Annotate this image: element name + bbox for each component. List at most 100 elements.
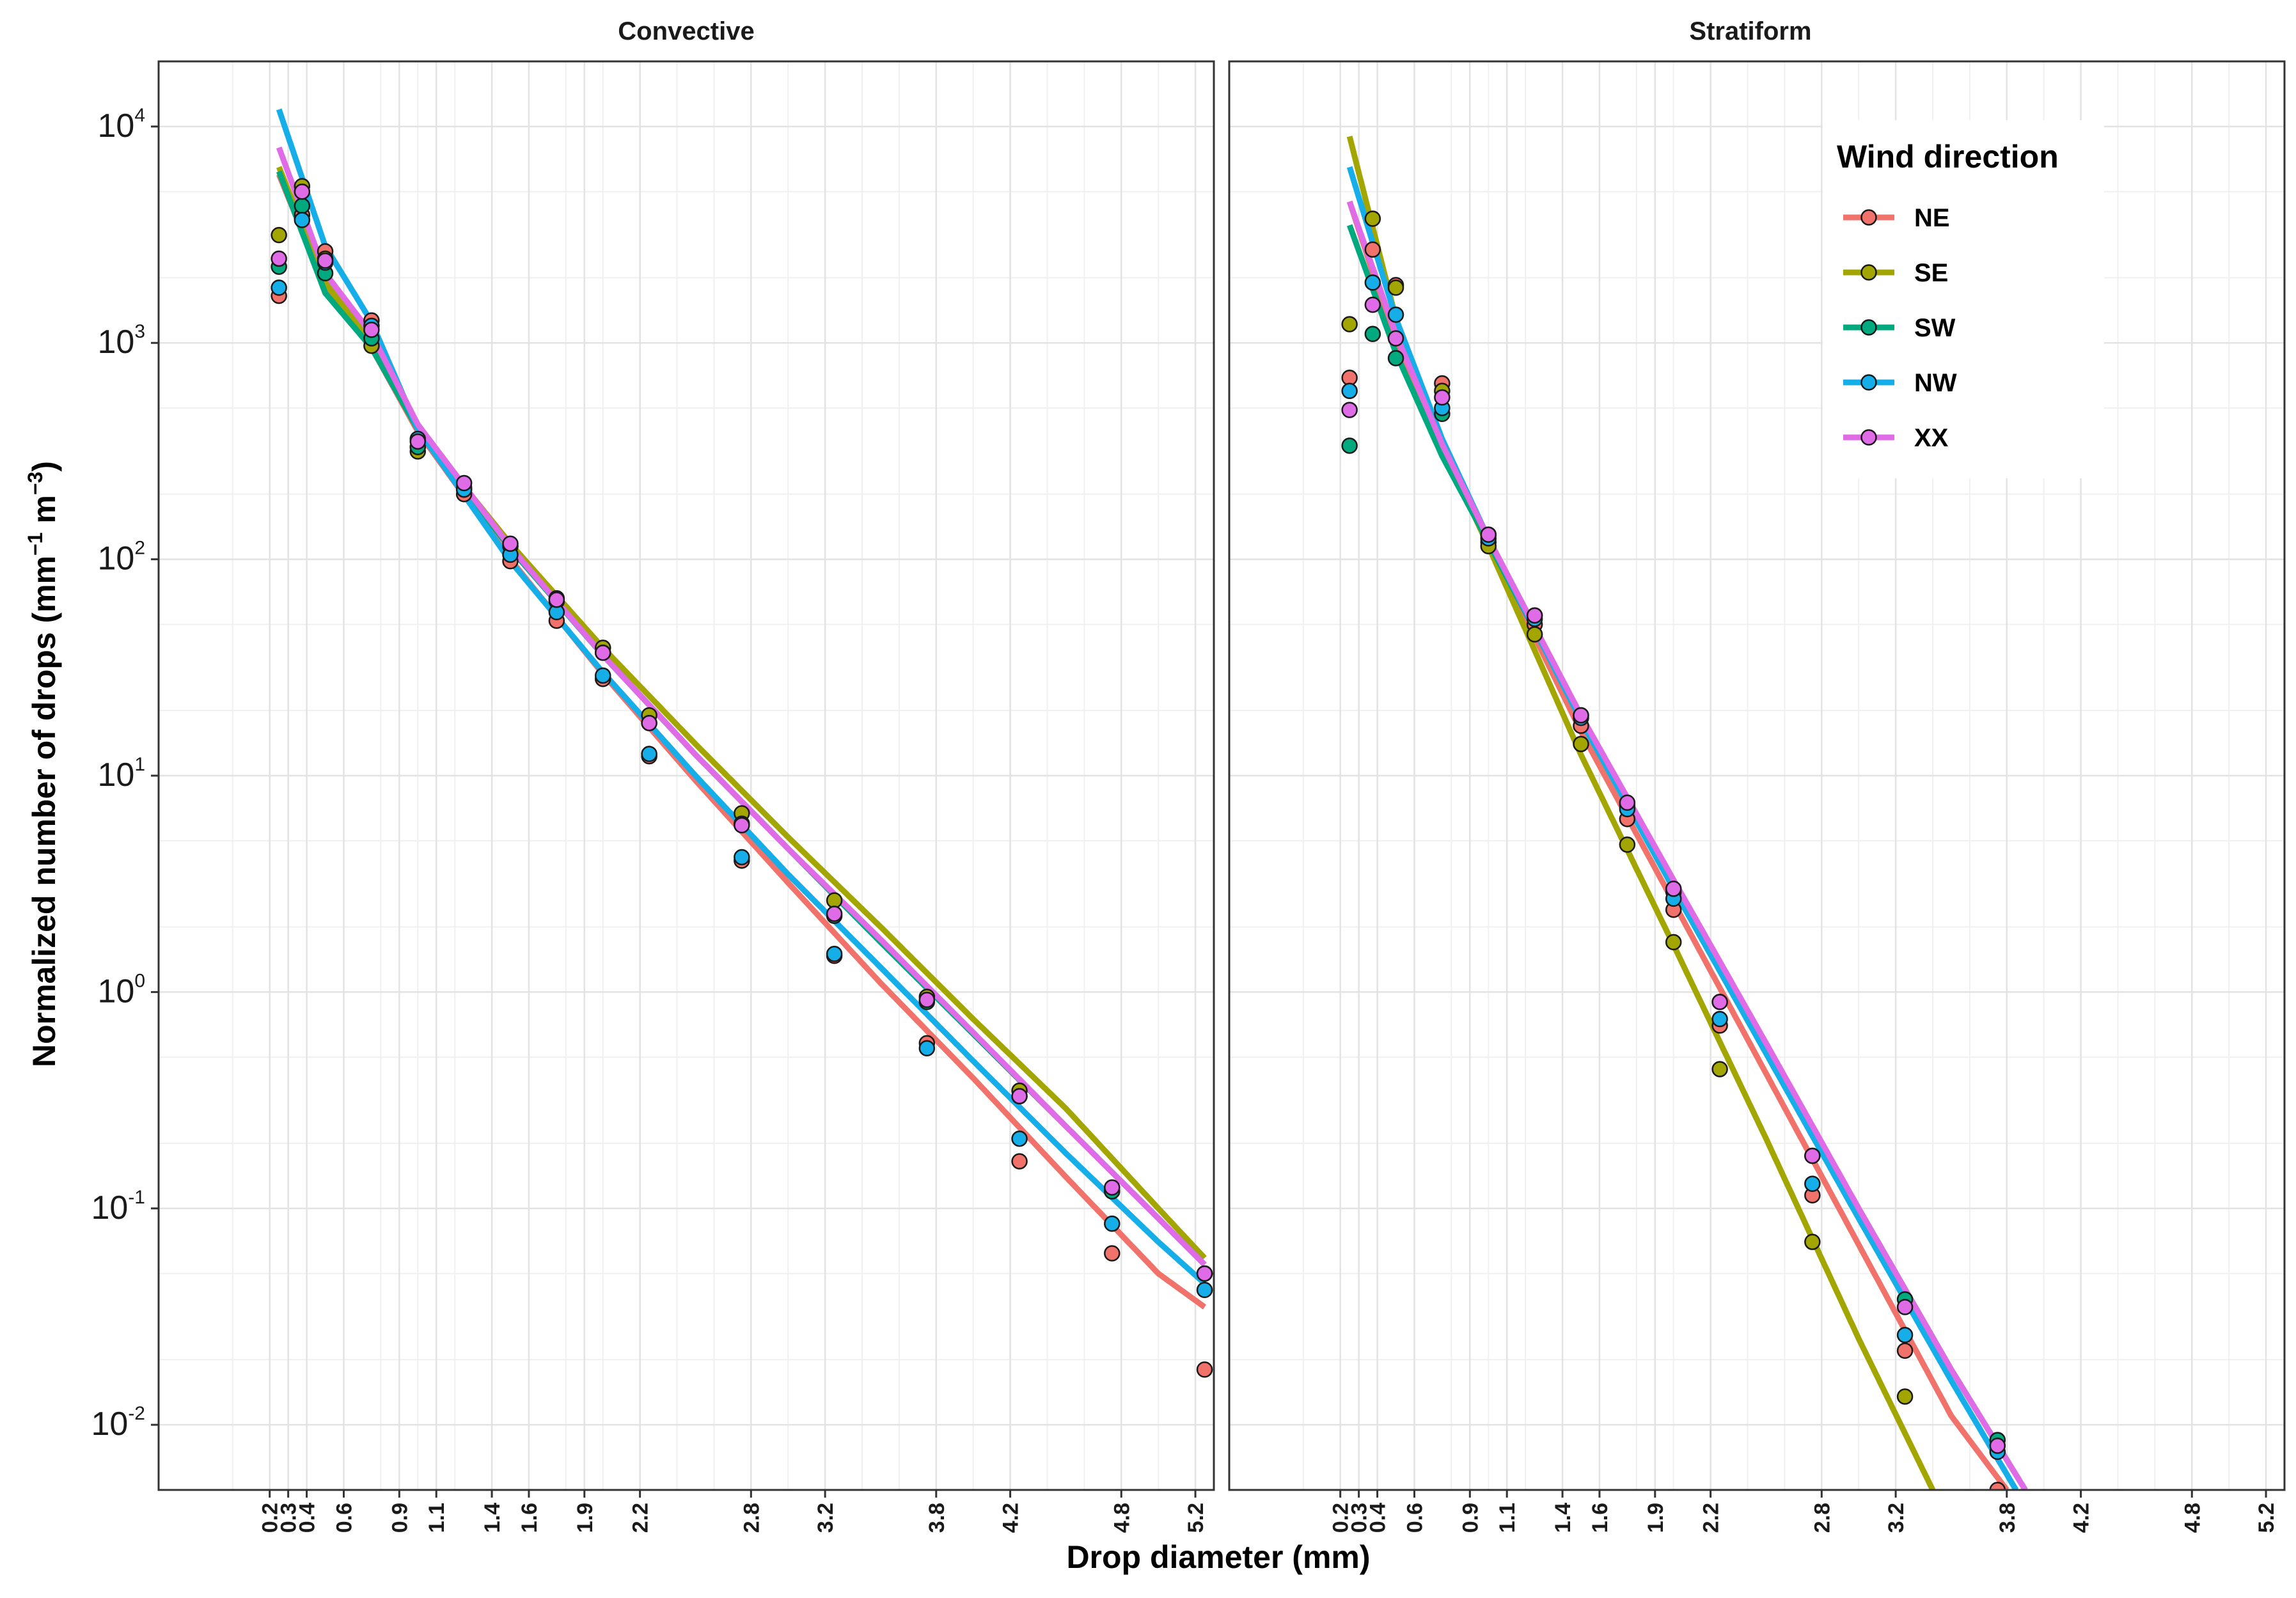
point-se: [1804, 1234, 1821, 1250]
x-tick-label: 3.2: [1884, 1503, 1908, 1533]
point-nw: [1104, 1215, 1120, 1232]
point-xx: [1341, 402, 1358, 418]
point-se: [826, 892, 843, 909]
grid: [159, 61, 1214, 1490]
point-xx: [1104, 1179, 1120, 1196]
point-se: [1573, 735, 1589, 753]
point-nw: [1341, 382, 1358, 400]
legend-item-se: SE: [1843, 259, 1948, 287]
x-tick-label: 4.2: [999, 1503, 1023, 1533]
point-xx: [641, 715, 657, 732]
legend-label: NE: [1914, 204, 1950, 232]
y-tick-exponent: 1: [134, 754, 145, 775]
point-se: [1711, 1061, 1728, 1077]
point-xx: [1619, 794, 1636, 811]
point-xx: [1480, 526, 1497, 543]
x-tick-label: 1.6: [517, 1503, 542, 1533]
data-points: [271, 178, 1213, 1378]
legend-item-ne: NE: [1843, 204, 1950, 232]
legend: Wind direction NE SE SW NW XX: [1823, 120, 2104, 478]
point-xx: [1896, 1299, 1914, 1315]
x-tick-label: 3.8: [1995, 1503, 2020, 1533]
y-tick-base: 10: [97, 973, 134, 1010]
point-nw: [1804, 1175, 1821, 1192]
point-xx: [363, 321, 380, 338]
legend-label: NW: [1914, 369, 1957, 397]
y-tick-label: 101: [97, 754, 145, 794]
y-tick-label: 10-1: [91, 1187, 145, 1226]
point-xx: [1011, 1088, 1028, 1105]
point-xx: [1364, 296, 1381, 313]
point-xx: [455, 474, 473, 492]
y-tick-label: 102: [97, 538, 145, 577]
legend-item-sw: SW: [1843, 314, 1956, 342]
y-axis-label-exp-1: −1: [24, 532, 47, 555]
point-xx: [1526, 607, 1543, 624]
point-xx: [594, 644, 611, 661]
y-axis-label-part-3: ): [26, 461, 62, 472]
x-tick-label: 1.4: [1551, 1503, 1575, 1533]
point-se: [1896, 1388, 1914, 1405]
legend-entries: NE SE SW NW XX: [1843, 204, 1957, 452]
x-tick-label: 0.2: [1329, 1503, 1353, 1533]
point-se: [1665, 934, 1682, 951]
point-ne: [1364, 241, 1381, 258]
y-tick-base: 10: [91, 1189, 128, 1226]
point-xx: [826, 905, 843, 922]
panel-title-stratiform: Stratiform: [1689, 17, 1811, 45]
legend-label: XX: [1914, 424, 1949, 452]
y-tick-label: 103: [97, 321, 145, 361]
x-tick-label: 1.9: [1644, 1503, 1668, 1533]
x-tick-label: 4.8: [1110, 1503, 1134, 1533]
point-ne: [1196, 1361, 1213, 1378]
legend-background: [1823, 120, 2104, 478]
point-xx: [1434, 389, 1451, 406]
legend-item-xx: XX: [1843, 424, 1949, 452]
legend-label: SW: [1914, 314, 1956, 342]
y-tick-base: 10: [97, 540, 134, 577]
point-xx: [1665, 881, 1682, 897]
x-tick-label: 2.2: [629, 1503, 653, 1533]
point-xx: [1573, 707, 1589, 724]
legend-item-nw: NW: [1843, 369, 1957, 397]
y-axis-label-part-2: m: [26, 495, 62, 532]
point-sw: [294, 198, 311, 214]
point-xx: [1711, 994, 1728, 1010]
y-tick-exponent: 3: [134, 321, 145, 342]
point-nw: [1364, 274, 1381, 291]
point-ne: [1896, 1342, 1914, 1359]
x-tick-label: 0.9: [388, 1503, 412, 1533]
x-tick-label: 0.4: [295, 1503, 320, 1533]
point-nw: [1896, 1326, 1914, 1343]
point-nw: [1387, 306, 1404, 323]
x-tick-label: 0.4: [1366, 1503, 1390, 1533]
point-nw: [734, 849, 750, 866]
point-xx: [1387, 330, 1404, 347]
point-nw: [1196, 1281, 1213, 1298]
x-tick-label: 2.8: [739, 1503, 764, 1533]
y-tick-exponent: 0: [134, 970, 145, 991]
point-nw: [918, 1040, 936, 1056]
x-tick-label: 1.6: [1588, 1503, 1612, 1533]
panel-stratiform: [1228, 60, 2286, 1491]
point-ne: [1011, 1153, 1028, 1170]
x-tick-label: 2.2: [1699, 1503, 1724, 1533]
point-xx: [502, 535, 519, 552]
legend-key-point: [1860, 209, 1877, 226]
x-axis-ticks-stratiform: 0.20.30.4 0.6 0.9 1.1 1.4 1.6 1.9 2.2 2.8 3.2 3.8 4…: [1329, 1490, 2279, 1533]
point-nw: [594, 667, 611, 684]
point-ne: [1989, 1482, 2006, 1490]
point-sw: [1364, 325, 1381, 342]
point-se: [1387, 279, 1404, 296]
point-xx: [548, 591, 565, 608]
y-tick-label: 10-2: [91, 1403, 145, 1443]
point-xx: [409, 433, 427, 450]
x-tick-label: 0.6: [1403, 1503, 1427, 1533]
x-tick-label: 0.9: [1458, 1503, 1482, 1533]
legend-title: Wind direction: [1837, 139, 2059, 175]
x-tick-label: 1.1: [425, 1503, 449, 1533]
panel-title-convective: Convective: [618, 17, 754, 45]
x-tick-label: 3.8: [925, 1503, 949, 1533]
legend-key-point: [1860, 319, 1877, 336]
